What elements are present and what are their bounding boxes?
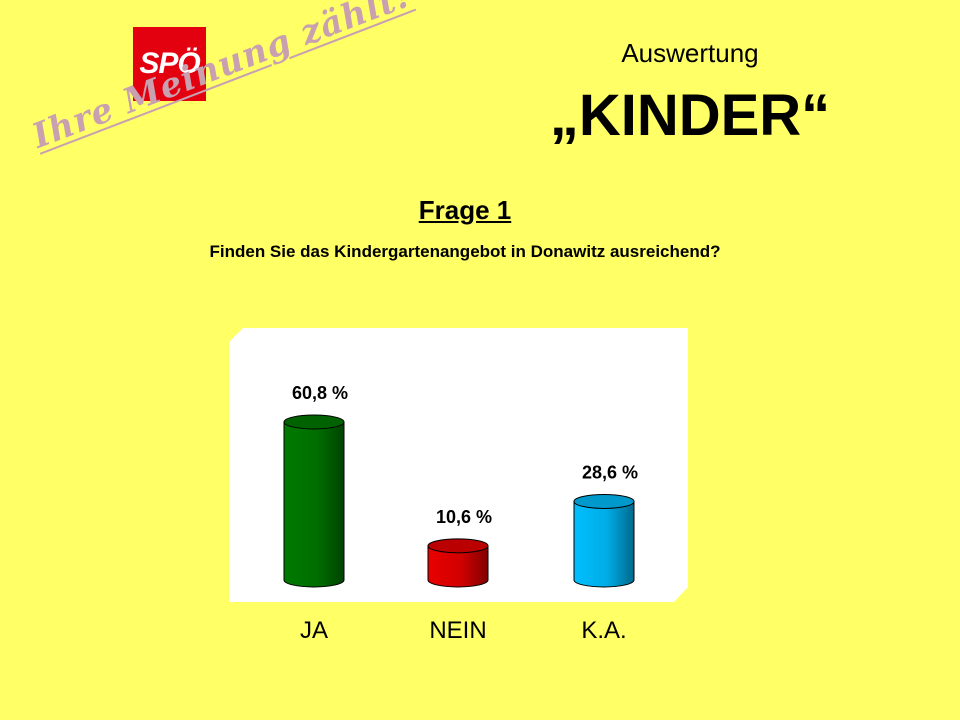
bar-nein bbox=[427, 545, 489, 588]
category-label: JA bbox=[300, 617, 328, 644]
bar-top bbox=[427, 538, 489, 554]
question-number: Frage 1 bbox=[418, 195, 512, 225]
data-label: 28,6 % bbox=[582, 462, 638, 482]
bar-ja bbox=[283, 421, 345, 588]
data-label: 10,6 % bbox=[436, 507, 492, 527]
bar-top bbox=[573, 493, 635, 509]
category-label: K.A. bbox=[581, 617, 626, 644]
bar-ka bbox=[573, 500, 635, 588]
category-label: NEIN bbox=[429, 617, 486, 644]
page-subtitle: Auswertung bbox=[621, 38, 759, 68]
bars: 60,8 % JA 10,6 % NEIN 28,6 % K.A. bbox=[283, 383, 638, 644]
page-title: „KINDER“ bbox=[549, 83, 831, 148]
spo-logo: SPÖ bbox=[133, 27, 206, 101]
bar-top bbox=[283, 414, 345, 430]
question-text: Finden Sie das Kindergartenangebot in Do… bbox=[209, 242, 721, 261]
data-label: 60,8 % bbox=[292, 383, 348, 403]
logo-text: SPÖ bbox=[139, 47, 200, 80]
